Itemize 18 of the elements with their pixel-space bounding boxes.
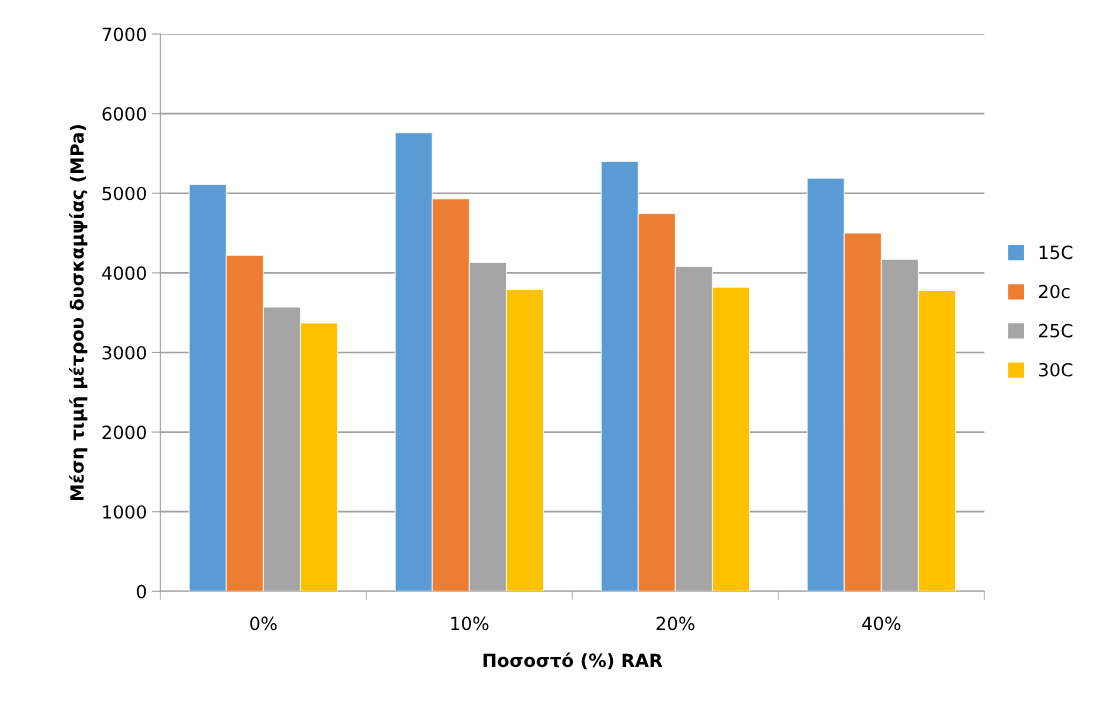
legend-label: 25C	[1039, 323, 1073, 338]
y-tick-label: 4000	[102, 266, 146, 280]
x-tick-label: 10%	[451, 616, 489, 631]
legend-label: 15C	[1039, 245, 1073, 260]
legend-label: 20c	[1039, 284, 1070, 299]
y-tick-label: 7000	[102, 27, 146, 42]
y-tick-label: 5000	[102, 186, 146, 201]
x-tick-label: 20%	[656, 616, 695, 631]
x-tick-label: 40%	[862, 616, 901, 631]
x-tick-label: 0%	[250, 616, 277, 631]
x-axis-title: Ποσοστό (%) RAR	[483, 652, 663, 670]
y-tick-label: 2000	[102, 425, 146, 440]
y-tick-label: 1000	[103, 505, 146, 519]
y-tick-label: 6000	[102, 107, 146, 121]
y-tick-label: 3000	[102, 345, 146, 360]
y-tick-label: 0	[136, 584, 146, 599]
y-axis-title: Μέση τιμή μέτρου δυσκαμψίας (MPa)	[69, 125, 88, 501]
legend-label: 30C	[1039, 362, 1073, 377]
